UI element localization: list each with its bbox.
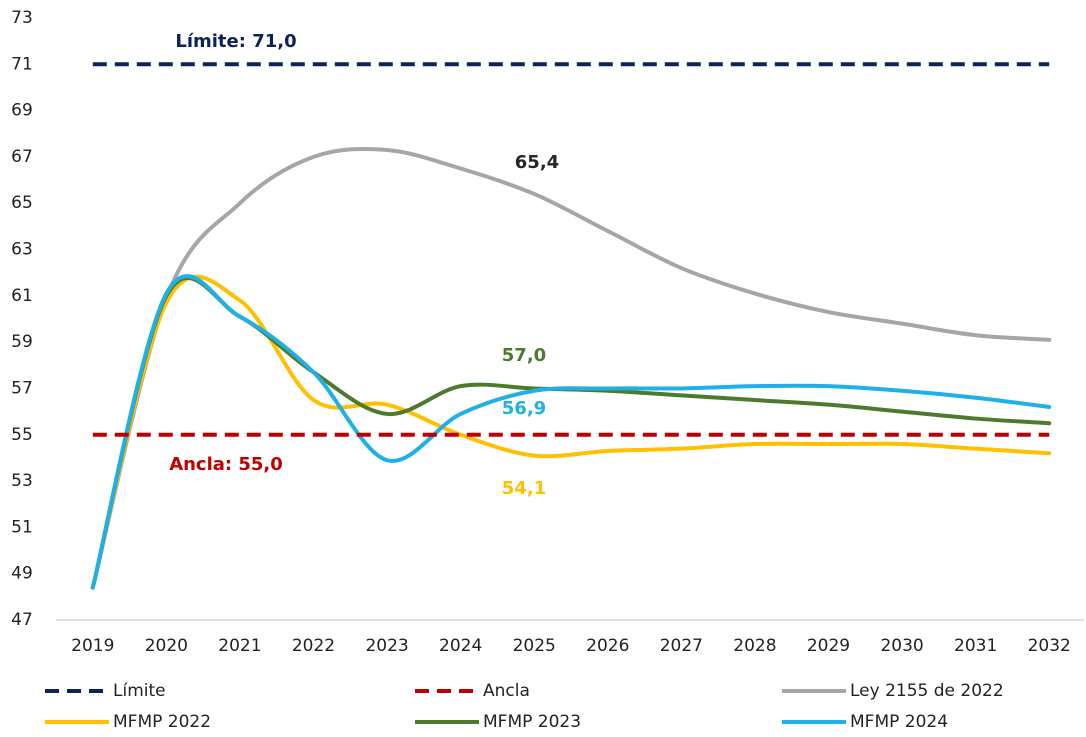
y-tick-label: 63: [11, 240, 33, 260]
legend-label: Límite: [113, 681, 166, 701]
x-tick-label: 2032: [1028, 636, 1071, 656]
x-tick-label: 2026: [586, 636, 629, 656]
series-line: [90, 274, 1052, 590]
x-tick-label: 2031: [954, 636, 997, 656]
y-tick-label: 69: [11, 101, 33, 121]
x-tick-label: 2030: [880, 636, 923, 656]
x-tick-label: 2020: [145, 636, 188, 656]
legend-label: MFMP 2022: [113, 712, 211, 732]
x-tick-label: 2029: [807, 636, 850, 656]
x-tick-label: 2027: [660, 636, 703, 656]
legend-label: MFMP 2024: [850, 712, 948, 732]
annotation: 54,1: [502, 478, 546, 499]
legend-label: Ley 2155 de 2022: [850, 681, 1004, 701]
series-line: [90, 274, 1052, 590]
annotation: 65,4: [515, 152, 559, 173]
y-tick-label: 67: [11, 147, 33, 167]
y-tick-label: 55: [11, 425, 33, 445]
y-tick-label: 73: [11, 8, 33, 28]
annotation: Ancla: 55,0: [169, 454, 283, 475]
y-tick-label: 65: [11, 193, 33, 213]
x-tick-label: 2021: [218, 636, 261, 656]
annotation: 56,9: [502, 398, 546, 419]
x-tick-label: 2019: [71, 636, 114, 656]
y-tick-label: 61: [11, 286, 33, 306]
y-tick-label: 59: [11, 332, 33, 352]
y-tick-label: 47: [11, 610, 33, 630]
annotation: 57,0: [502, 345, 546, 366]
x-tick-label: 2025: [513, 636, 556, 656]
y-tick-label: 49: [11, 564, 33, 584]
x-tick-label: 2023: [365, 636, 408, 656]
y-tick-label: 57: [11, 378, 33, 398]
legend-label: MFMP 2023: [483, 712, 581, 732]
y-tick-label: 53: [11, 471, 33, 491]
x-tick-label: 2024: [439, 636, 482, 656]
legend-label: Ancla: [483, 681, 530, 701]
annotation: Límite: 71,0: [175, 31, 296, 52]
x-tick-label: 2028: [733, 636, 776, 656]
y-tick-label: 51: [11, 517, 33, 537]
y-tick-label: 71: [11, 54, 33, 74]
x-tick-label: 2022: [292, 636, 335, 656]
series-line: [90, 146, 1052, 590]
